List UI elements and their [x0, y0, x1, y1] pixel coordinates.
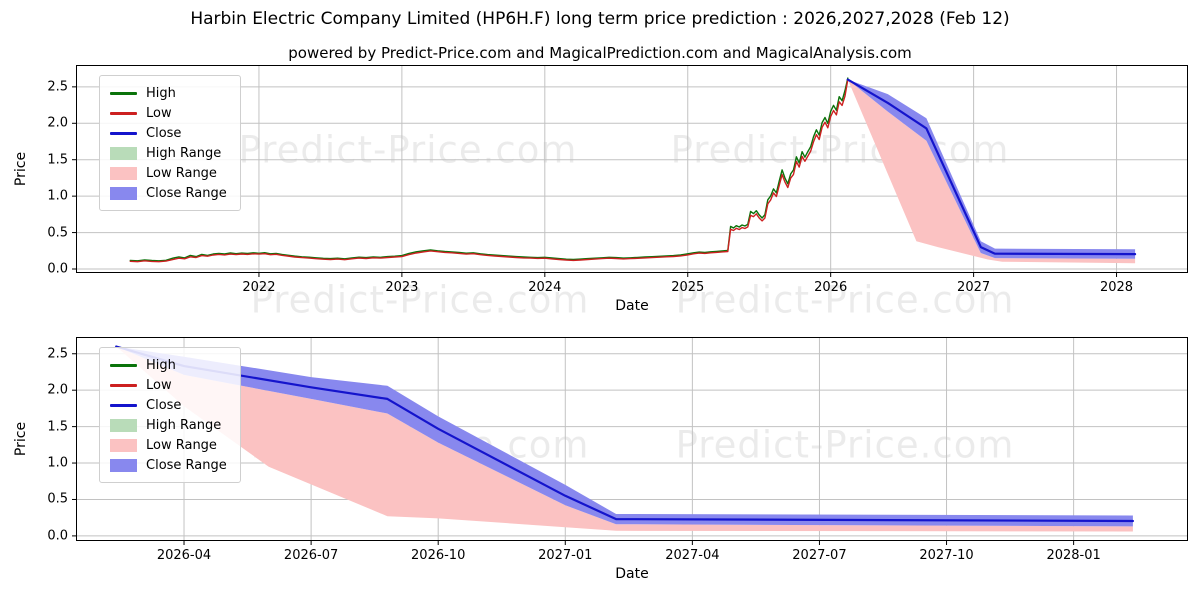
legend-label: Close Range [146, 457, 227, 473]
legend-swatch-low-range [110, 438, 137, 452]
y-tick-label: 2.0 [47, 382, 68, 398]
series-low-line [129, 78, 849, 263]
legend-label: Low [146, 377, 172, 393]
y-tick-label: 1.0 [47, 455, 68, 471]
legend-item: Low [110, 103, 227, 123]
legend-swatch-close [110, 131, 137, 135]
y-tick-label: 0.0 [47, 261, 68, 277]
x-axis-label: Date [615, 566, 649, 582]
legend-label: Low Range [146, 165, 217, 181]
legend-label: Close [146, 125, 182, 141]
legend-swatch-low [110, 383, 137, 387]
band-low-range [116, 346, 1133, 532]
legend-item: Low Range [110, 435, 227, 455]
x-tick-label: 2022 [242, 280, 276, 295]
x-tick-label: 2027 [957, 280, 991, 295]
legend-swatch-high-range [110, 418, 137, 432]
legend-swatch-close-range [110, 458, 137, 472]
x-tick-label: 2027-01 [538, 548, 593, 563]
legend-swatch-close [110, 403, 137, 407]
legend-label: High [146, 85, 176, 101]
chart-forecast-detail: Price 2026-04 2026-07 2026-10 2027-01 2027-0… [13, 337, 1188, 582]
legend-label: Low Range [146, 437, 217, 453]
x-tick-label: 2027-10 [919, 548, 974, 563]
page-subtitle: powered by Predict-Price.com and Magical… [288, 44, 912, 62]
plot-frame [76, 337, 1188, 541]
x-tick-label: 2027-07 [792, 548, 847, 563]
x-tick-label: 2026 [814, 280, 848, 295]
band-close-range [116, 346, 1133, 527]
legend-item: High Range [110, 143, 227, 163]
chart-long-term: Price 2022 2023 2024 2025 2026 2027 2028 0.0 0.… [13, 65, 1188, 314]
legend-label: High Range [146, 145, 222, 161]
x-tick-label: 2025 [671, 280, 705, 295]
series-high-line [129, 77, 849, 262]
x-tick-label: 2027-04 [665, 548, 720, 563]
y-tick-label: 0.5 [47, 491, 68, 507]
legend-label: High [146, 357, 176, 373]
y-tick-label: 1.5 [47, 152, 68, 168]
x-tick-label: 2026-04 [156, 548, 212, 563]
y-tick-label: 0.5 [47, 225, 68, 241]
y-tick-label: 2.5 [47, 79, 68, 95]
plot-area [72, 65, 1188, 277]
legend-item: High [110, 355, 227, 375]
y-axis-label: Price [13, 421, 29, 457]
legend-swatch-high [110, 363, 137, 367]
legend-swatch-high-range [110, 146, 137, 160]
page-title: Harbin Electric Company Limited (HP6H.F)… [190, 9, 1010, 29]
y-tick-label: 0.0 [47, 528, 68, 544]
band-low-range [847, 79, 1136, 264]
plot-area [72, 337, 1188, 545]
x-tick-label: 2026-07 [283, 548, 339, 563]
y-tick-label: 2.5 [47, 346, 68, 362]
series-close-line [846, 78, 1137, 256]
legend-item: Close [110, 123, 227, 143]
legend-swatch-low [110, 111, 137, 115]
legend-item: Low Range [110, 163, 227, 183]
legend: High Low Close High Range Low Range Close Ran… [99, 347, 241, 483]
legend-label: Low [146, 105, 172, 121]
x-axis-label: Date [615, 298, 649, 314]
legend-label: Close [146, 397, 182, 413]
plot-frame [76, 65, 1188, 273]
x-tick-label: 2023 [385, 280, 419, 295]
legend-swatch-close-range [110, 186, 137, 200]
x-tick-label: 2024 [528, 280, 562, 295]
x-tick-label: 2028 [1099, 280, 1134, 295]
legend-item: Low [110, 375, 227, 395]
x-tick-label: 2028-01 [1046, 548, 1101, 563]
legend-label: Close Range [146, 185, 227, 201]
legend-item: High [110, 83, 227, 103]
y-tick-label: 1.0 [47, 188, 68, 204]
x-tick-label: 2026-10 [411, 548, 466, 563]
y-tick-label: 2.0 [47, 115, 68, 131]
legend-item: High Range [110, 415, 227, 435]
y-axis-label: Price [13, 151, 29, 187]
legend-item: Close [110, 395, 227, 415]
legend-swatch-high [110, 91, 137, 95]
y-tick-label: 1.5 [47, 419, 68, 435]
legend-label: High Range [146, 417, 222, 433]
legend: High Low Close High Range Low Range Close Ran… [99, 75, 241, 211]
legend-item: Close Range [110, 183, 227, 203]
legend-swatch-low-range [110, 166, 137, 180]
legend-item: Close Range [110, 455, 227, 475]
